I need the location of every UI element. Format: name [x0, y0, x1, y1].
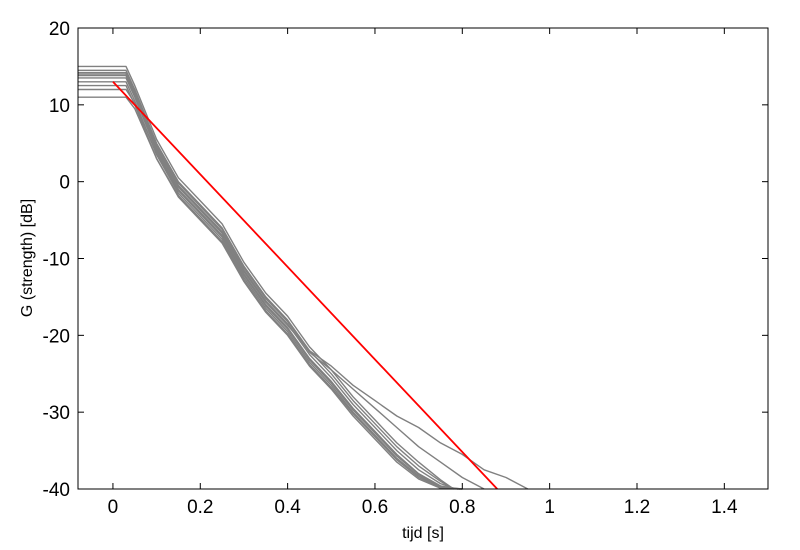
x-tick-label: 0.6 — [362, 497, 388, 518]
fit-line — [112, 81, 498, 490]
measured-curve-8 — [78, 74, 529, 490]
x-tick-label: 0.2 — [187, 497, 213, 518]
y-tick-label: -20 — [43, 326, 70, 347]
y-tick-label: 10 — [49, 96, 70, 117]
y-tick-label: -10 — [43, 250, 70, 271]
y-tick-label: -30 — [43, 403, 70, 424]
fit-line-group — [112, 81, 498, 490]
x-ticks: 0 0.2 0.4 0.6 0.8 1 1.2 1.4 — [108, 28, 738, 518]
measured-curve-9 — [78, 96, 463, 490]
measured-curve-7 — [78, 71, 485, 490]
measured-curves — [78, 65, 529, 490]
y-tick-label: -40 — [43, 480, 70, 501]
x-tick-label: 0 — [108, 497, 119, 518]
x-axis-label: tijd [s] — [402, 525, 444, 542]
x-tick-label: 1.2 — [624, 497, 650, 518]
plot-background — [78, 28, 768, 489]
measured-curve-10 — [78, 88, 463, 490]
x-tick-label: 0.4 — [274, 497, 301, 518]
y-tick-label: 0 — [59, 173, 70, 194]
y-tick-label: 20 — [49, 19, 70, 40]
measured-curve-5 — [78, 65, 455, 490]
y-axis-label: G (strength) [dB] — [19, 199, 36, 317]
x-tick-label: 1 — [544, 497, 555, 518]
measured-curve-3 — [78, 77, 459, 490]
x-tick-label: 0.8 — [449, 497, 475, 518]
x-tick-label: 1.4 — [711, 497, 738, 518]
y-ticks: -40 -30 -20 -10 0 10 20 — [43, 19, 768, 501]
